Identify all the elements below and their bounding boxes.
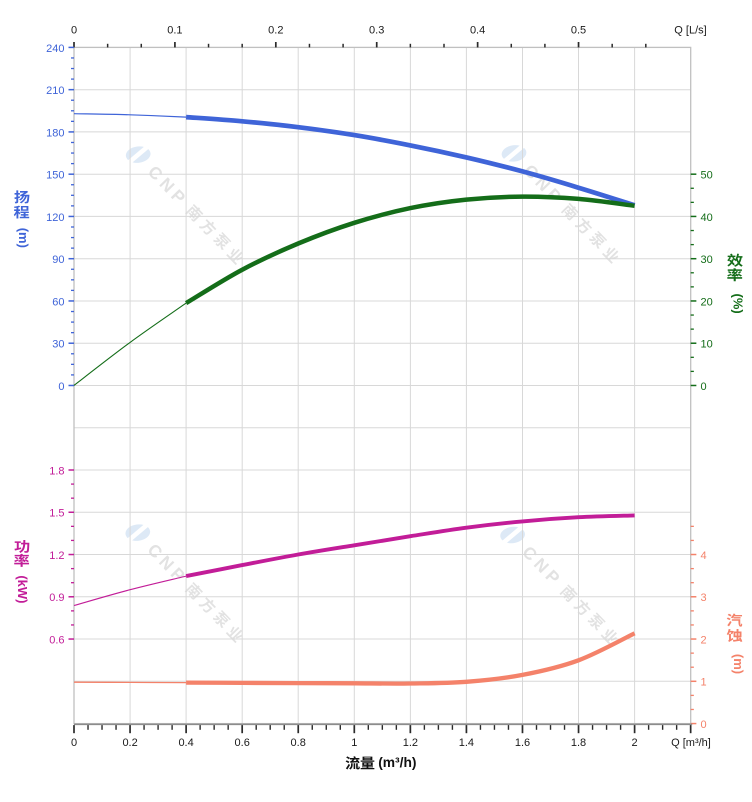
svg-text:20: 20 — [701, 296, 713, 308]
svg-text:1.6: 1.6 — [515, 737, 530, 749]
svg-text:10: 10 — [701, 339, 713, 351]
svg-text:0: 0 — [701, 719, 707, 731]
svg-text:0.2: 0.2 — [268, 24, 283, 36]
svg-text:60: 60 — [52, 296, 64, 308]
svg-text:Q [m³/h]: Q [m³/h] — [671, 737, 711, 749]
svg-text:(m): (m) — [731, 654, 746, 674]
svg-text:1: 1 — [351, 737, 357, 749]
svg-text:0.4: 0.4 — [470, 24, 485, 36]
svg-text:0.8: 0.8 — [291, 737, 306, 749]
svg-text:0.6: 0.6 — [49, 634, 64, 646]
svg-text:0: 0 — [71, 737, 77, 749]
svg-text:0.4: 0.4 — [178, 737, 193, 749]
svg-text:2: 2 — [632, 737, 638, 749]
svg-text:1: 1 — [701, 677, 707, 689]
svg-text:0.3: 0.3 — [369, 24, 384, 36]
svg-text:1.4: 1.4 — [459, 737, 474, 749]
svg-text:3: 3 — [701, 592, 707, 604]
svg-text:180: 180 — [46, 127, 64, 139]
svg-text:1.8: 1.8 — [571, 737, 586, 749]
svg-text:(m³/h): (m³/h) — [378, 755, 416, 770]
svg-text:1.2: 1.2 — [49, 550, 64, 562]
svg-text:150: 150 — [46, 170, 64, 182]
svg-text:210: 210 — [46, 85, 64, 97]
svg-text:(m): (m) — [16, 228, 31, 248]
svg-text:30: 30 — [701, 254, 713, 266]
svg-text:0.2: 0.2 — [122, 737, 137, 749]
svg-text:0: 0 — [58, 381, 64, 393]
svg-text:(kW): (kW) — [15, 575, 30, 603]
svg-text:2: 2 — [701, 634, 707, 646]
svg-text:1.8: 1.8 — [49, 465, 64, 477]
svg-text:(%): (%) — [730, 293, 745, 313]
svg-text:40: 40 — [701, 212, 713, 224]
svg-text:0.9: 0.9 — [49, 592, 64, 604]
svg-text:90: 90 — [52, 254, 64, 266]
svg-text:0: 0 — [701, 381, 707, 393]
svg-text:30: 30 — [52, 339, 64, 351]
svg-text:4: 4 — [701, 550, 707, 562]
svg-text:240: 240 — [46, 43, 64, 55]
svg-text:1.2: 1.2 — [403, 737, 418, 749]
svg-text:0.1: 0.1 — [167, 24, 182, 36]
svg-text:120: 120 — [46, 212, 64, 224]
svg-text:1.5: 1.5 — [49, 508, 64, 520]
svg-text:0.5: 0.5 — [571, 24, 586, 36]
svg-text:50: 50 — [701, 170, 713, 182]
svg-text:Q [L/s]: Q [L/s] — [674, 24, 706, 36]
svg-text:0.6: 0.6 — [235, 737, 250, 749]
svg-text:0: 0 — [71, 24, 77, 36]
